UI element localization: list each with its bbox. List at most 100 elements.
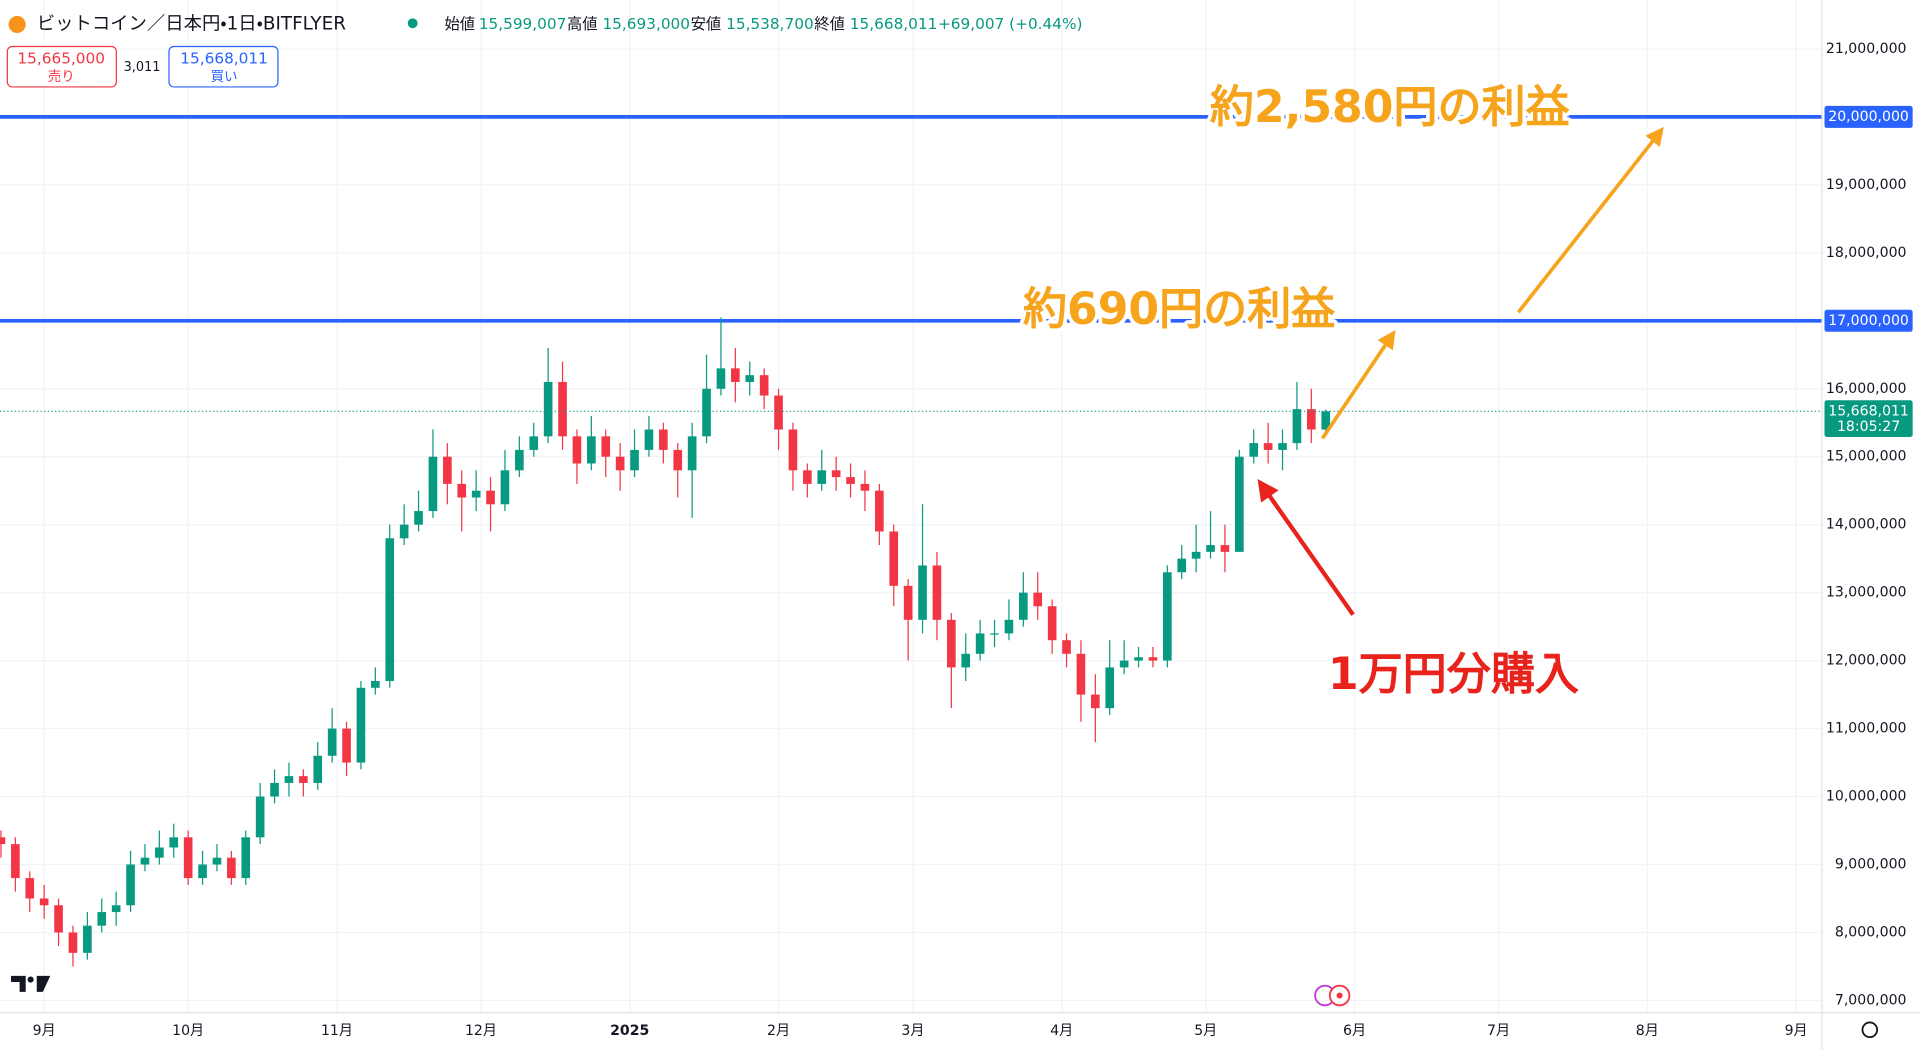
candle-body xyxy=(601,436,611,457)
ohlc-value: 15,693,000 xyxy=(602,15,690,33)
symbol[interactable]: ビットコイン／日本円・1日・BITFLYER xyxy=(37,13,347,34)
ohlc-label: 始値 xyxy=(444,15,475,33)
ohlc-label: 終値 xyxy=(814,15,845,33)
y-tick-label: 21,000,000 xyxy=(1826,41,1907,57)
candle-body xyxy=(1249,443,1259,457)
candle-body xyxy=(1206,545,1215,552)
candle-body xyxy=(356,687,366,763)
candle-body xyxy=(759,375,769,396)
hline-label: 20,000,000 xyxy=(1828,109,1909,125)
candle-body xyxy=(875,490,884,532)
annotation: 約2,580円の利益 xyxy=(1210,82,1571,133)
status-dot xyxy=(407,18,418,29)
candle-body xyxy=(126,864,135,906)
candle-body xyxy=(68,932,78,953)
tv-logo xyxy=(11,975,51,992)
countdown: 18:05:27 xyxy=(1837,419,1900,435)
y-tick-label: 12,000,000 xyxy=(1826,653,1907,669)
x-tick-label: 5月 xyxy=(1194,1023,1217,1039)
candle-body xyxy=(673,449,683,471)
sell-price: 15,665,000 xyxy=(17,49,105,67)
candle-body xyxy=(903,585,913,620)
candle-body xyxy=(1177,558,1187,573)
y-tick-label: 7,000,000 xyxy=(1835,992,1907,1008)
candle-body xyxy=(1263,443,1273,450)
sell-button[interactable] xyxy=(6,45,117,88)
candle-body xyxy=(1321,411,1331,430)
sell-label: 売り xyxy=(48,69,75,85)
candle-body xyxy=(399,524,409,539)
candle-body xyxy=(255,796,265,838)
candle-body xyxy=(500,470,510,505)
candle-body xyxy=(284,776,294,783)
candle-body xyxy=(111,905,121,913)
plot xyxy=(0,115,1823,967)
candle-body xyxy=(572,436,582,464)
candle-body xyxy=(97,912,107,926)
buy-label: 買い xyxy=(211,70,238,85)
buy-button[interactable] xyxy=(168,45,279,88)
x-tick-label: 8月 xyxy=(1636,1023,1659,1039)
x-tick-label: 6月 xyxy=(1343,1023,1366,1039)
buy-price: 15,668,011 xyxy=(180,49,268,67)
axes: 7,000,000 8,000,000 9,000,000 10,000,000 11,… xyxy=(33,41,1913,1039)
ohlc-value: 15,668,011 xyxy=(850,15,938,33)
candle-body xyxy=(788,429,798,471)
x-tick-label: 7月 xyxy=(1487,1023,1510,1039)
candle-body xyxy=(515,449,524,471)
x-tick-label: 9月 xyxy=(1785,1023,1808,1039)
x-tick-label: 2月 xyxy=(767,1023,790,1039)
x-tick-label: 9月 xyxy=(33,1023,56,1039)
candle-body xyxy=(961,653,971,668)
candle-body xyxy=(428,456,438,512)
candle-body xyxy=(860,483,870,491)
candle-body xyxy=(846,477,855,484)
candle-body xyxy=(1220,545,1230,552)
candle-body xyxy=(817,470,827,484)
candle-body xyxy=(659,429,668,450)
candle-body xyxy=(327,728,337,756)
candle-body xyxy=(1235,456,1244,552)
x-tick-label: 3月 xyxy=(901,1023,924,1039)
candle-body xyxy=(745,375,755,382)
x-tick-label: 11月 xyxy=(321,1023,353,1039)
y-tick-label: 19,000,000 xyxy=(1826,177,1907,193)
arrow xyxy=(1516,126,1664,314)
candle-body xyxy=(1148,657,1158,661)
candle-body xyxy=(241,837,251,879)
ohlc: 始値 15,599,007 高値 15,693,000 安値 15,538,700 終値 15… xyxy=(444,15,937,33)
candle-body xyxy=(716,368,726,389)
candle-body xyxy=(1191,551,1201,559)
x-tick-label: 10月 xyxy=(172,1023,204,1039)
candle-body xyxy=(313,755,323,783)
candle-body xyxy=(11,844,20,879)
candle-body xyxy=(529,436,539,450)
candle-body xyxy=(140,857,150,865)
y-tick-label: 14,000,000 xyxy=(1826,517,1907,533)
candle-body xyxy=(371,680,380,688)
candle-body xyxy=(831,470,841,478)
y-tick-label: 16,000,000 xyxy=(1826,381,1907,397)
candle-body xyxy=(990,633,999,635)
candle-body xyxy=(1292,409,1302,444)
candle-body xyxy=(1091,694,1100,709)
candle-body xyxy=(731,368,740,382)
annotation: 1万円分購入 xyxy=(1328,649,1579,700)
candle-body xyxy=(1105,667,1115,709)
event-dot xyxy=(1336,992,1343,999)
y-tick-label: 13,000,000 xyxy=(1826,585,1907,601)
hline-label: 17,000,000 xyxy=(1828,313,1909,329)
x-tick-label: 4月 xyxy=(1050,1023,1073,1039)
change: +69,007 (+0.44%) xyxy=(938,15,1083,33)
candle-body xyxy=(803,470,812,484)
ohlc-label: 安値 xyxy=(691,15,722,33)
candle-body xyxy=(1076,653,1086,695)
candle-body xyxy=(385,538,395,681)
y-tick-label: 11,000,000 xyxy=(1826,721,1907,737)
y-tick-label: 18,000,000 xyxy=(1826,245,1907,261)
y-tick-label: 9,000,000 xyxy=(1835,856,1907,872)
settings-icon[interactable] xyxy=(1861,1021,1879,1039)
x-tick-label: 12月 xyxy=(465,1023,497,1039)
